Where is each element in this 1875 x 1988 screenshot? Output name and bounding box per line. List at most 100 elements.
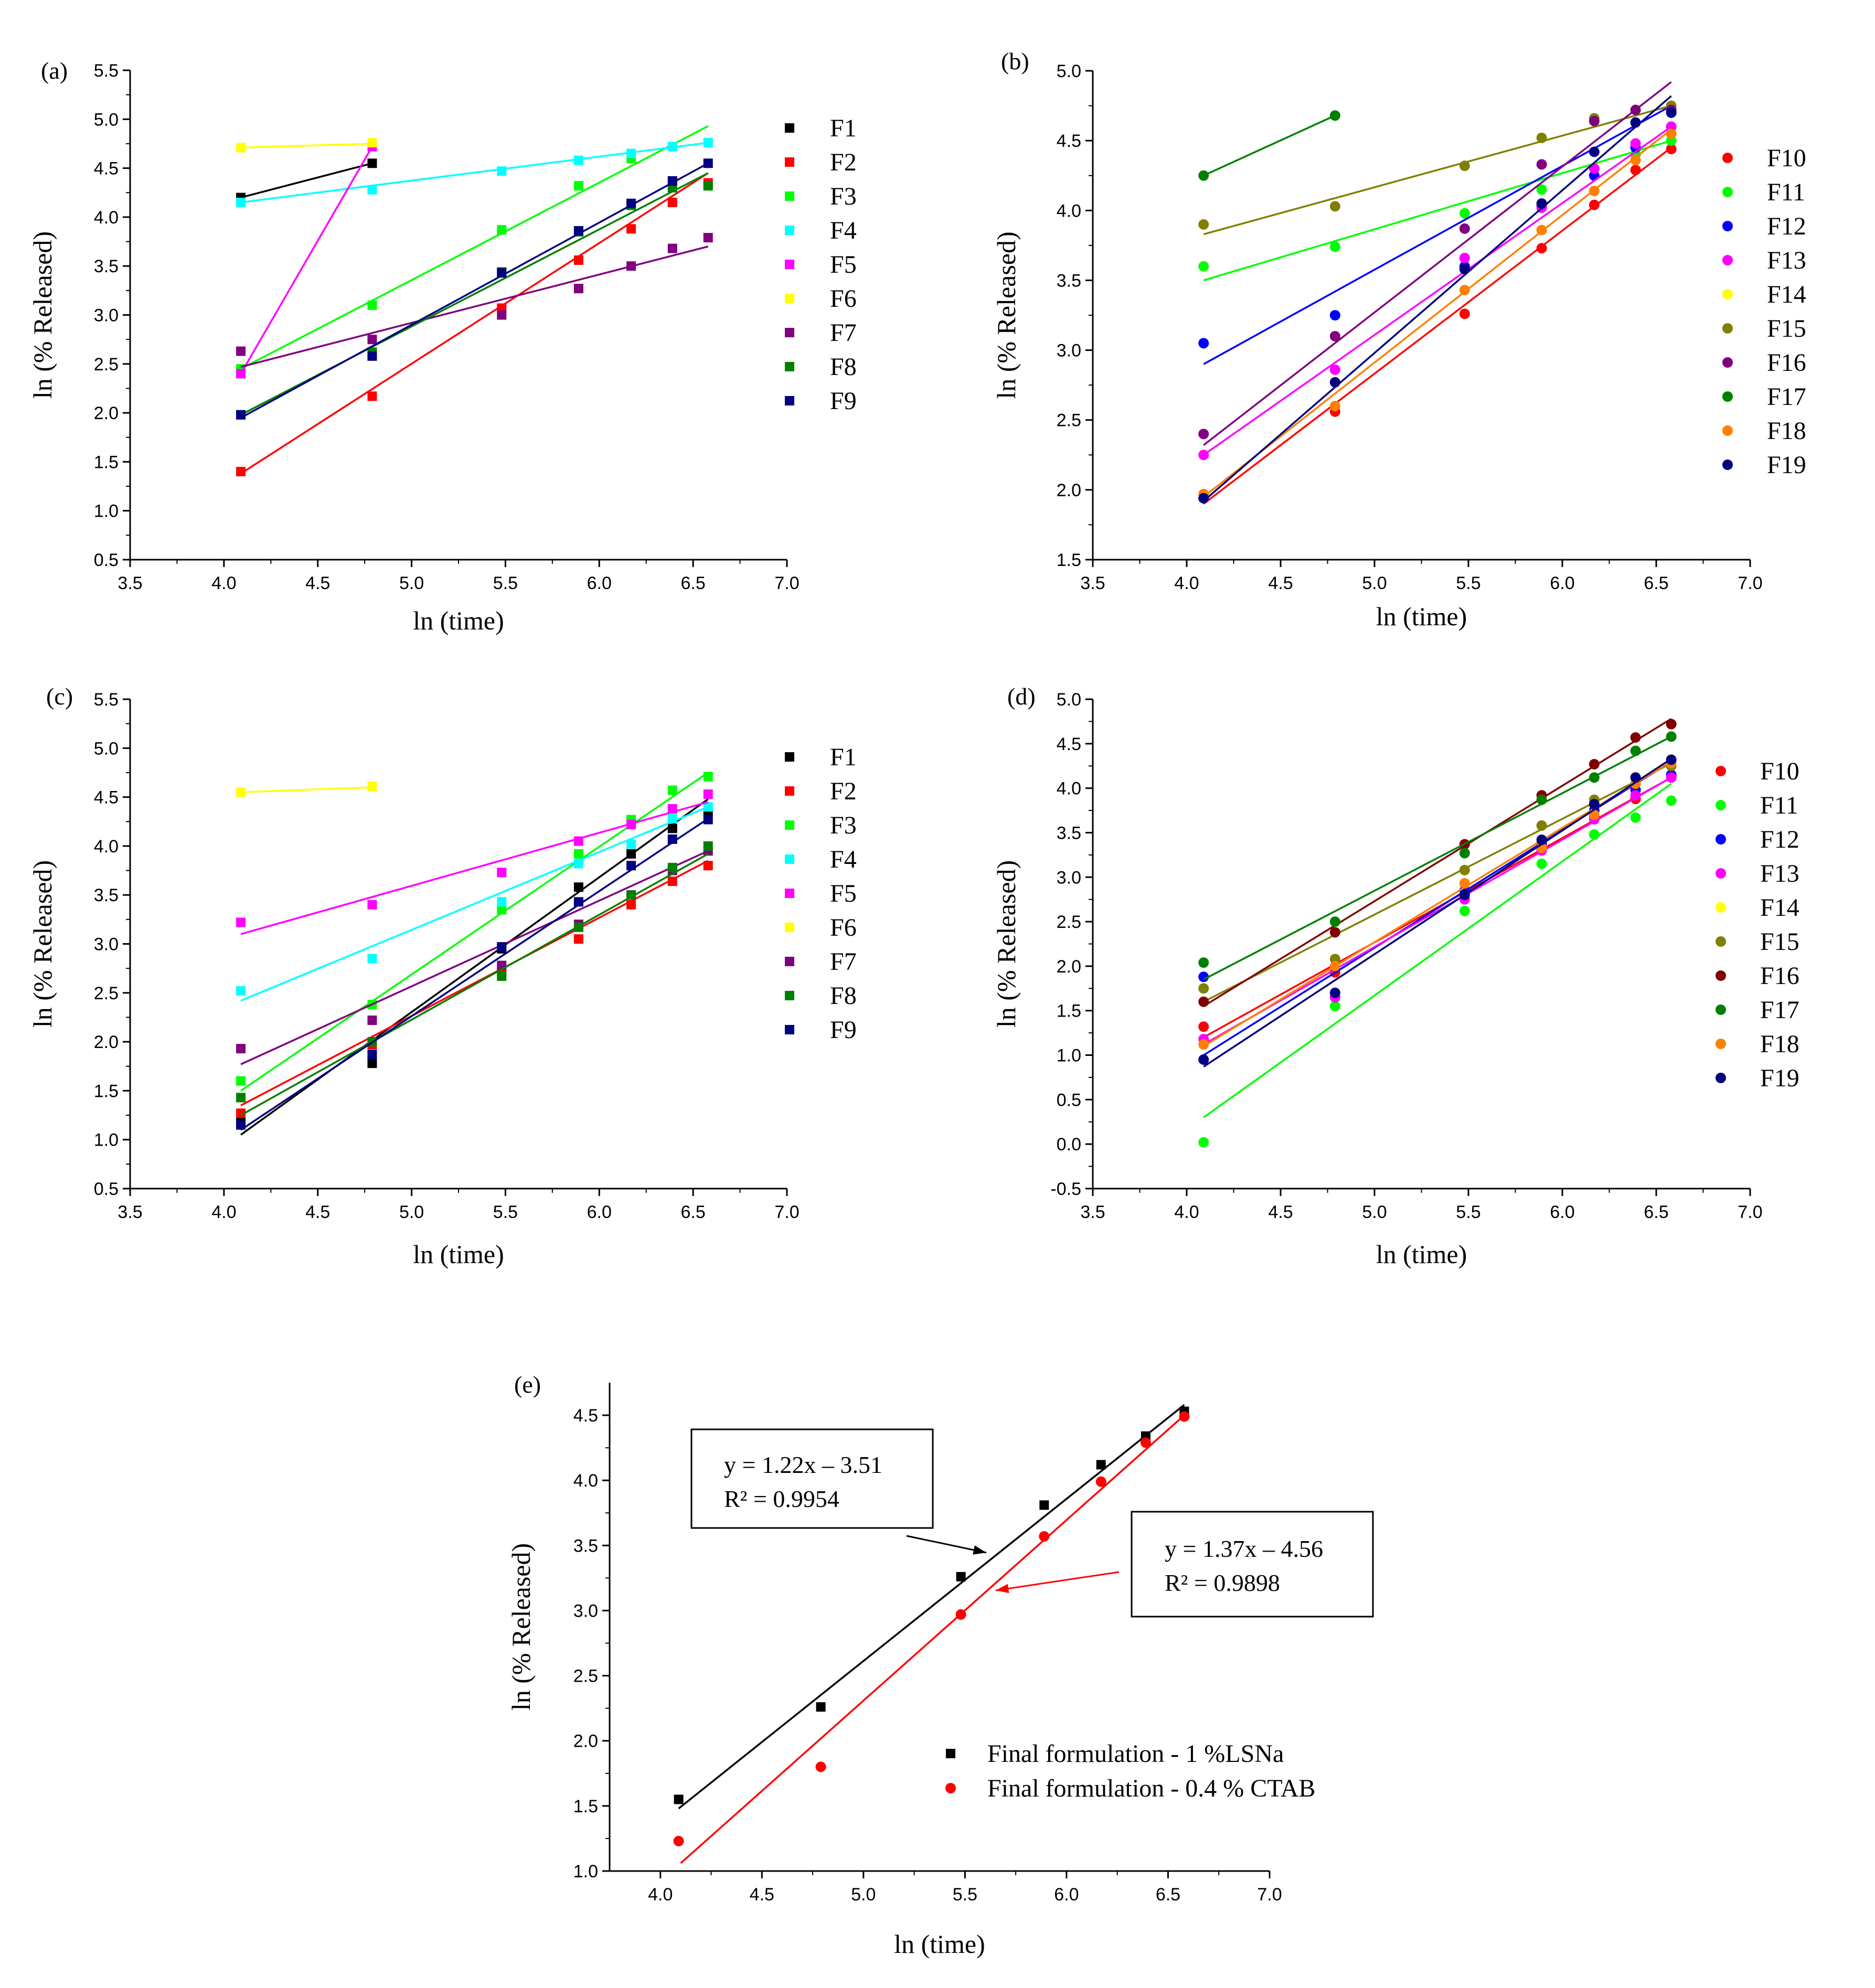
panel-label: (d): [1007, 683, 1036, 710]
data-point: [1666, 107, 1677, 118]
fit-line-F6: [240, 786, 372, 794]
legend-marker: [785, 854, 794, 864]
data-point: [573, 836, 583, 846]
fit-line-F2: [240, 860, 709, 1106]
data-point: [367, 300, 377, 310]
legend-label: F8: [830, 982, 857, 1010]
data-point: [626, 198, 636, 208]
legend-label: F5: [830, 251, 857, 279]
x-tick-label: 5.0: [399, 1202, 424, 1222]
r-squared-text: R² = 0.9954: [724, 1485, 839, 1512]
data-point: [1536, 132, 1547, 143]
data-point: [667, 785, 677, 795]
legend-marker: [1716, 766, 1726, 776]
data-point: [1536, 159, 1547, 170]
legend-label: F13: [1767, 247, 1806, 274]
legend-marker: [1722, 323, 1733, 334]
data-point: [626, 224, 636, 234]
legend-marker: [1722, 357, 1733, 368]
legend-marker: [1716, 1073, 1726, 1083]
data-point: [1459, 308, 1470, 319]
x-tick-label: 7.0: [1257, 1885, 1282, 1905]
x-tick-label: 5.0: [851, 1885, 876, 1905]
data-point: [1666, 754, 1677, 765]
y-tick-label: 3.0: [573, 1601, 598, 1621]
data-point: [1536, 835, 1547, 846]
x-axis-title: ln (time): [1376, 1239, 1467, 1269]
legend-label: F14: [1760, 894, 1799, 922]
data-point: [573, 922, 583, 932]
legend-label: F10: [1767, 144, 1806, 172]
data-point: [1198, 1054, 1209, 1065]
y-tick-label: 4.0: [1057, 779, 1081, 799]
equation-box: [1131, 1511, 1374, 1618]
y-tick-label: -0.5: [1050, 1179, 1081, 1199]
data-point: [1630, 812, 1641, 823]
x-tick-label: 4.5: [1268, 1202, 1293, 1222]
data-point: [1459, 208, 1470, 219]
data-point: [1536, 858, 1547, 869]
data-point: [367, 1059, 377, 1068]
data-point: [497, 897, 507, 907]
fit-line-F5: [240, 146, 373, 375]
legend-label: F6: [830, 914, 857, 942]
fit-line-F16: [1203, 81, 1672, 446]
data-point: [497, 268, 507, 278]
y-tick-label: 2.5: [94, 355, 119, 375]
data-point: [573, 155, 583, 165]
legend-label: F17: [1767, 383, 1806, 411]
data-point: [1459, 905, 1470, 916]
data-point: [667, 877, 677, 886]
legend-label: F19: [1760, 1064, 1799, 1092]
data-point: [236, 917, 246, 927]
data-point: [236, 986, 246, 996]
data-point: [1329, 110, 1340, 121]
y-tick-label: 5.0: [1057, 61, 1081, 81]
annotation-arrowhead: [973, 1545, 986, 1555]
x-tick-label: 5.5: [953, 1885, 977, 1905]
data-point: [626, 261, 636, 271]
panel-label: (b): [1001, 48, 1029, 74]
annotation-arrow: [995, 1571, 1120, 1591]
data-point: [703, 861, 713, 871]
data-point: [1198, 971, 1209, 982]
y-tick-label: 2.0: [573, 1732, 598, 1751]
data-point: [667, 243, 677, 253]
data-point: [1198, 450, 1209, 461]
legend-marker: [785, 362, 794, 371]
data-point: [1329, 927, 1340, 938]
fit-line-F15: [1203, 104, 1672, 236]
x-tick-label: 6.0: [587, 1202, 612, 1222]
fit-line-F4: [240, 806, 709, 1002]
x-tick-label: 4.5: [305, 1202, 330, 1222]
data-point: [236, 1120, 246, 1130]
legend-marker: [785, 226, 794, 235]
data-point: [667, 176, 677, 186]
data-point: [1198, 1137, 1209, 1148]
data-point: [497, 166, 507, 176]
legend-label: F9: [830, 387, 857, 415]
legend-marker: [785, 294, 794, 303]
legend-label: F12: [1760, 826, 1799, 853]
data-point: [236, 787, 246, 797]
fit-line-F18: [1203, 129, 1672, 498]
panel-b: 3.5 4.0 4.5 5.0 5.5 6.0 6.5 7.0 1.5 2.0 2.5 3.0 3.5 4…: [992, 48, 1806, 631]
fit-line-F1: [240, 798, 709, 1136]
legend-label: F15: [1767, 315, 1806, 343]
y-axis-title: ln (% Released): [992, 860, 1021, 1028]
fit-line-F15: [1203, 762, 1672, 1003]
data-point: [703, 233, 713, 243]
data-point: [626, 839, 636, 849]
legend-label: Final formulation - 0.4 % CTAB: [987, 1775, 1315, 1802]
legend-marker: [785, 328, 794, 337]
data-point: [816, 1702, 826, 1712]
data-point: [1630, 138, 1641, 149]
data-point: [667, 197, 677, 207]
data-point: [573, 897, 583, 907]
legend-label: F5: [830, 880, 857, 907]
y-axis-title: ln (% Released): [28, 231, 57, 399]
data-point: [497, 225, 507, 235]
data-point: [497, 310, 507, 320]
data-point: [1459, 864, 1470, 875]
